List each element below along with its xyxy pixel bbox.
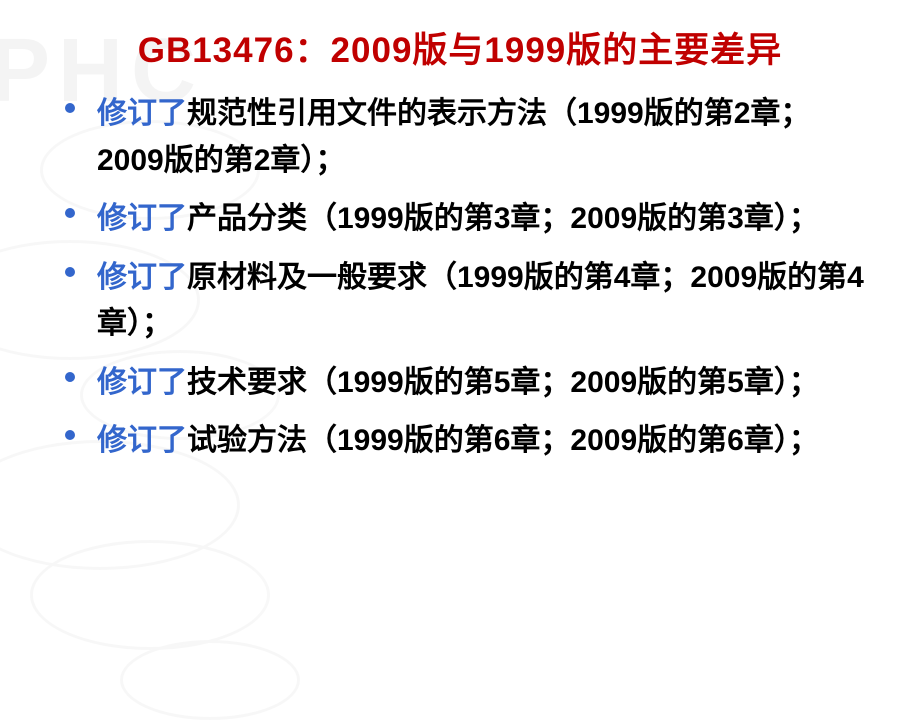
list-item: 修订了技术要求（1999版的第5章；2009版的第5章）； <box>55 360 865 407</box>
item-prefix: 修订了 <box>97 424 187 457</box>
item-rest: 原材料及一般要求（1999版的第4章；2009版的第4章）； <box>97 261 864 341</box>
slide-title: GB13476：2009版与1999版的主要差异 <box>55 22 865 73</box>
item-text: 修订了产品分类（1999版的第3章；2009版的第3章）； <box>97 202 819 235</box>
list-item: 修订了规范性引用文件的表示方法（1999版的第2章；2009版的第2章）； <box>55 91 865 184</box>
bullet-icon <box>65 372 75 382</box>
item-rest: 规范性引用文件的表示方法（1999版的第2章；2009版的第2章）； <box>97 97 810 177</box>
list-item: 修订了原材料及一般要求（1999版的第4章；2009版的第4章）； <box>55 255 865 348</box>
item-rest: 试验方法（1999版的第6章；2009版的第6章）； <box>187 424 819 457</box>
item-rest: 产品分类（1999版的第3章；2009版的第3章）； <box>187 202 819 235</box>
item-prefix: 修订了 <box>97 202 187 235</box>
item-text: 修订了规范性引用文件的表示方法（1999版的第2章；2009版的第2章）； <box>97 97 810 177</box>
item-text: 修订了试验方法（1999版的第6章；2009版的第6章）； <box>97 424 819 457</box>
bullet-icon <box>65 208 75 218</box>
item-text: 修订了原材料及一般要求（1999版的第4章；2009版的第4章）； <box>97 261 864 341</box>
item-text: 修订了技术要求（1999版的第5章；2009版的第5章）； <box>97 366 819 399</box>
bullet-icon <box>65 430 75 440</box>
item-rest: 技术要求（1999版的第5章；2009版的第5章）； <box>187 366 819 399</box>
slide-content: GB13476：2009版与1999版的主要差异 修订了规范性引用文件的表示方法… <box>0 0 920 465</box>
bullet-icon <box>65 267 75 277</box>
item-prefix: 修订了 <box>97 366 187 399</box>
item-prefix: 修订了 <box>97 261 187 294</box>
list-item: 修订了试验方法（1999版的第6章；2009版的第6章）； <box>55 418 865 465</box>
item-prefix: 修订了 <box>97 97 187 130</box>
bullet-icon <box>65 103 75 113</box>
bullet-list: 修订了规范性引用文件的表示方法（1999版的第2章；2009版的第2章）； 修订… <box>55 91 865 465</box>
list-item: 修订了产品分类（1999版的第3章；2009版的第3章）； <box>55 196 865 243</box>
